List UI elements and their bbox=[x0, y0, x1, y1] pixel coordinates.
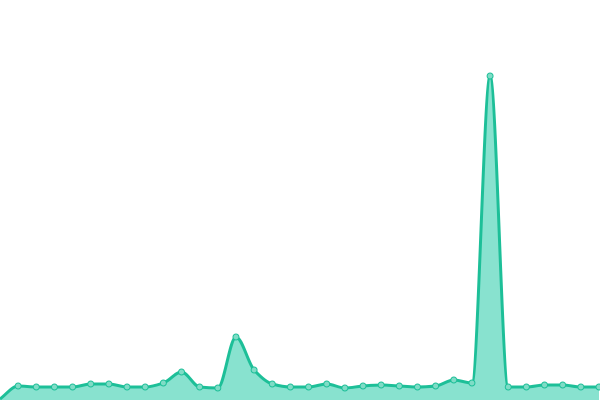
data-point bbox=[577, 383, 585, 391]
data-point bbox=[468, 379, 476, 387]
data-point bbox=[87, 380, 95, 388]
data-point bbox=[595, 383, 600, 391]
data-point bbox=[341, 384, 349, 392]
data-point bbox=[123, 383, 131, 391]
data-point bbox=[323, 380, 331, 388]
area-fill bbox=[0, 76, 599, 400]
data-point bbox=[305, 383, 313, 391]
data-point bbox=[250, 366, 258, 374]
data-point bbox=[50, 383, 58, 391]
data-markers bbox=[14, 72, 600, 392]
data-point bbox=[69, 383, 77, 391]
data-point bbox=[105, 380, 113, 388]
data-point bbox=[413, 383, 421, 391]
data-point bbox=[432, 382, 440, 390]
data-point bbox=[32, 383, 40, 391]
data-point bbox=[14, 382, 22, 390]
data-point bbox=[377, 381, 385, 389]
data-point bbox=[522, 383, 530, 391]
data-point bbox=[232, 333, 240, 341]
data-point bbox=[141, 383, 149, 391]
data-point bbox=[286, 383, 294, 391]
data-point bbox=[196, 383, 204, 391]
data-point bbox=[559, 381, 567, 389]
data-point bbox=[450, 376, 458, 384]
data-point bbox=[504, 383, 512, 391]
data-point bbox=[395, 382, 403, 390]
data-point bbox=[359, 382, 367, 390]
data-point bbox=[214, 384, 222, 392]
data-point bbox=[541, 381, 549, 389]
data-point bbox=[178, 368, 186, 376]
series-line bbox=[0, 74, 599, 400]
data-point bbox=[486, 72, 494, 80]
data-point bbox=[268, 380, 276, 388]
data-point bbox=[159, 379, 167, 387]
